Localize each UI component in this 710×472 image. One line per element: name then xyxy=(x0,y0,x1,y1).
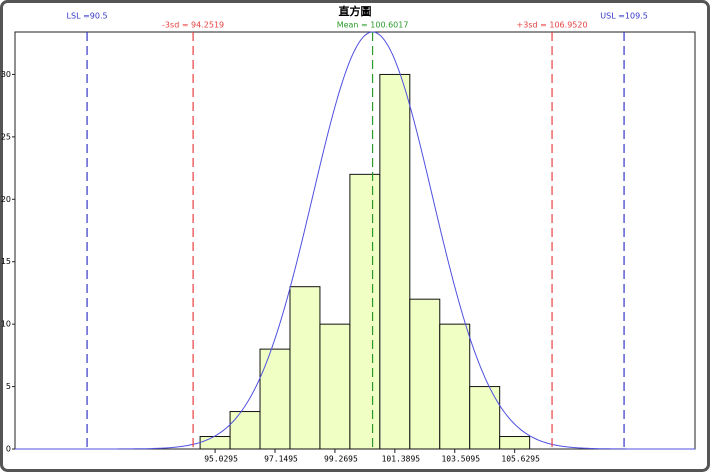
y-tick-label: 15 xyxy=(1,257,11,266)
limit-label: +3sd = 106.9520 xyxy=(517,21,588,30)
y-tick-label: 30 xyxy=(1,70,11,79)
bar xyxy=(469,386,501,450)
x-tick-label: 99.2695 xyxy=(324,455,358,464)
bar xyxy=(289,286,321,450)
bar xyxy=(319,323,351,450)
y-tick-label: 0 xyxy=(6,445,11,454)
normal-curve xyxy=(15,31,695,450)
limit-label: USL =109.5 xyxy=(600,12,648,21)
bar xyxy=(199,436,231,450)
bar xyxy=(499,436,531,450)
bar xyxy=(439,323,471,450)
bar xyxy=(259,348,291,450)
y-tick-label: 20 xyxy=(1,195,11,204)
bar xyxy=(349,173,381,450)
x-tick-label: 101.3895 xyxy=(382,455,421,464)
x-tick-label: 105.6295 xyxy=(501,455,540,464)
bar xyxy=(379,73,411,450)
limit-label: Mean = 100.6017 xyxy=(337,21,409,30)
x-tick-label: 103.5095 xyxy=(441,455,480,464)
y-tick-label: 25 xyxy=(1,132,11,141)
limit-label: -3sd = 94.2519 xyxy=(162,21,224,30)
y-tick-label: 5 xyxy=(6,382,11,391)
chart-title: 直方圖 xyxy=(339,4,372,18)
limit-label: LSL =90.5 xyxy=(67,12,108,21)
y-tick-label: 10 xyxy=(1,320,11,329)
x-tick-label: 97.1495 xyxy=(264,455,298,464)
bar xyxy=(229,411,261,450)
bar xyxy=(409,298,441,450)
x-tick-label: 95.0295 xyxy=(204,455,238,464)
